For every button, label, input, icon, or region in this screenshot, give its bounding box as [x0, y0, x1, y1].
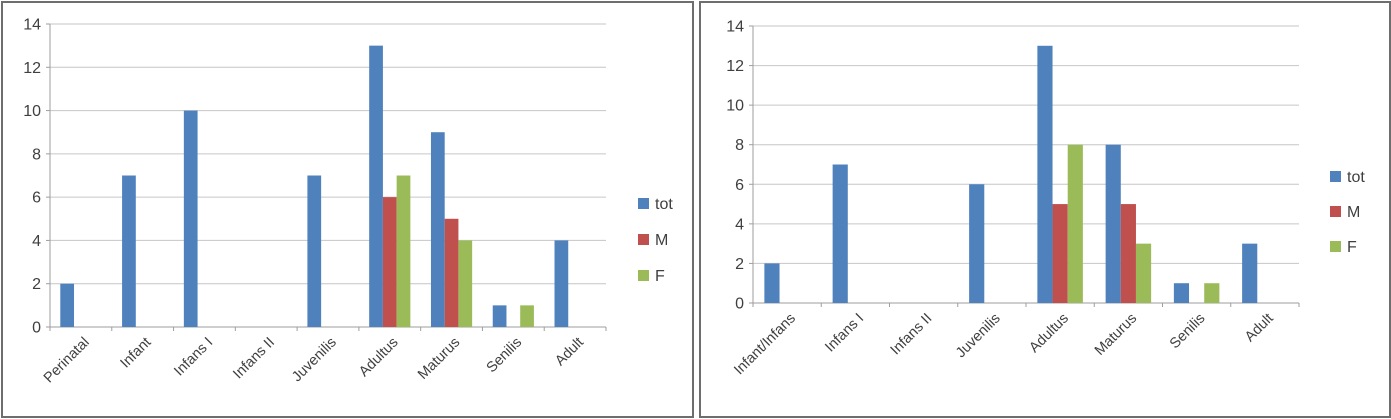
- y-tick-label: 14: [23, 17, 41, 34]
- y-tick-label: 10: [726, 98, 744, 115]
- x-category-label: Infant: [118, 335, 155, 372]
- y-tick-label: 0: [735, 296, 744, 313]
- x-category-label: Perinatal: [41, 335, 93, 387]
- chart-panel-right: 0 2 4 6 8 10 12 14 Infant/Infans Infans I Infans I…: [698, 1, 1391, 418]
- x-category-label: Maturus: [1091, 311, 1139, 359]
- bar-chart-left: 0 2 4 6 8 10 12 14 Perinatal Infant Infans I Infans…: [23, 17, 673, 387]
- y-tick-label: 14: [726, 19, 744, 36]
- y-tick-label: 2: [735, 256, 744, 273]
- bar-M-Maturus: [444, 218, 459, 327]
- bar-M-Adultus: [1052, 204, 1068, 303]
- legend-swatch-M: [1329, 206, 1341, 217]
- y-tick-label: 6: [735, 177, 744, 194]
- x-category-label: Infans I: [171, 335, 216, 380]
- y-tick-label: 12: [726, 58, 744, 75]
- x-category-label: Adultus: [1026, 311, 1072, 357]
- y-tick-label: 0: [32, 320, 41, 337]
- legend-label-M: M: [1347, 204, 1360, 221]
- bar-tot-Senilis: [1173, 283, 1189, 303]
- x-category-label: Adultus: [356, 335, 402, 381]
- x-category-label: Infans I: [822, 311, 867, 356]
- x-category-label: Infans II: [230, 335, 278, 383]
- y-tick-label: 10: [23, 103, 41, 120]
- y-tick-label: 6: [32, 190, 41, 207]
- legend-swatch-tot: [638, 198, 649, 209]
- legend-swatch-F: [1329, 241, 1341, 252]
- bar-M-Maturus: [1120, 204, 1136, 303]
- legend-label-tot: tot: [1347, 169, 1365, 186]
- legend-label-F: F: [655, 268, 665, 285]
- legend-label-M: M: [655, 232, 668, 249]
- bar-F-Adultus: [1067, 144, 1083, 303]
- bar-tot-Infant/Infans: [763, 263, 780, 303]
- x-category-label: Senilis: [1166, 311, 1208, 353]
- bar-tot-Senilis: [492, 305, 507, 327]
- legend-swatch-M: [638, 234, 649, 245]
- bar-F-Maturus: [458, 240, 473, 327]
- bar-F-Senilis: [1203, 283, 1219, 303]
- y-tick-label: 8: [32, 146, 41, 163]
- y-tick-label: 4: [735, 216, 744, 233]
- y-tick-label: 2: [32, 276, 41, 293]
- chart-panel-left: 0 2 4 6 8 10 12 14 Perinatal Infant Infans I Infans…: [1, 1, 694, 418]
- bar-tot-Adultus: [1036, 45, 1053, 304]
- x-category-label: Infant/Infans: [731, 311, 799, 379]
- bar-tot-Adult: [1241, 243, 1257, 303]
- x-category-label: Adult: [552, 335, 587, 370]
- y-tick-label: 4: [32, 233, 41, 250]
- bar-tot-Maturus: [1105, 144, 1121, 303]
- legend-swatch-F: [638, 270, 649, 281]
- bar-chart-right: 0 2 4 6 8 10 12 14 Infant/Infans Infans I Infans I…: [726, 19, 1365, 379]
- bar-tot-Juvenilis: [968, 184, 984, 303]
- bar-tot-Infans I: [183, 110, 198, 327]
- bar-tot-Adultus: [369, 45, 383, 328]
- bar-F-Adultus: [396, 175, 411, 327]
- x-category-label: Juvenilis: [953, 311, 1004, 362]
- y-tick-label: 8: [735, 137, 744, 154]
- legend-swatch-tot: [1329, 171, 1341, 182]
- bar-tot-Adult: [554, 240, 569, 327]
- x-category-label: Senilis: [484, 335, 526, 377]
- bar-F-Senilis: [520, 305, 534, 327]
- legend-label-F: F: [1347, 239, 1357, 256]
- x-category-label: Adult: [1242, 311, 1277, 346]
- bar-F-Maturus: [1135, 243, 1151, 303]
- bar-tot-Juvenilis: [307, 175, 322, 327]
- legend-label-tot: tot: [655, 196, 673, 213]
- x-category-label: Juvenilis: [289, 335, 340, 386]
- bar-tot-Infant: [122, 175, 136, 327]
- bar-tot-Perinatal: [60, 283, 75, 327]
- x-category-label: Infans II: [887, 311, 935, 359]
- bar-tot-Infans I: [832, 164, 848, 303]
- x-category-label: Maturus: [415, 335, 463, 383]
- bar-tot-Maturus: [430, 132, 445, 327]
- bar-M-Adultus: [382, 197, 397, 327]
- y-tick-label: 12: [23, 60, 41, 77]
